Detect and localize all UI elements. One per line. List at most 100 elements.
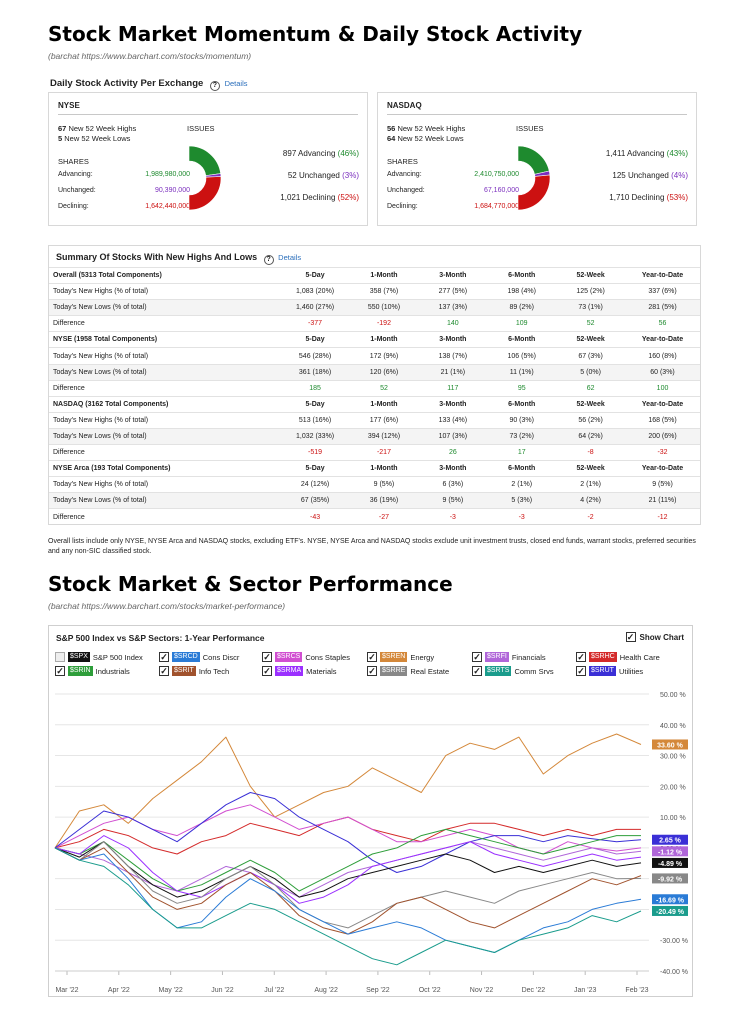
column-header: 1-Month [349, 331, 419, 348]
column-header: 3-Month [418, 460, 488, 477]
table-cell: 106 (5%) [487, 347, 557, 365]
legend-item-srma[interactable]: ✓ $SRMA Materials [262, 666, 337, 676]
table-cell: 120 (6%) [349, 363, 419, 381]
summary-group-header: NASDAQ (3162 Total Components) 5-Day 1-Mon… [49, 395, 700, 413]
end-value-tag-bg [652, 857, 688, 868]
table-cell: 138 (7%) [418, 347, 488, 365]
legend-item-srcd[interactable]: ✓ $SRCD Cons Discr [159, 652, 239, 662]
series-line-srma [54, 835, 642, 904]
legend-checkbox[interactable]: ✓ [55, 652, 65, 662]
table-cell: 546 (28%) [280, 347, 350, 365]
legend-name: Info Tech [198, 666, 230, 676]
legend-checkbox[interactable]: ✓ [472, 666, 482, 676]
x-tick-label: Aug '22 [314, 987, 338, 994]
end-value-tag: 33.60 % [652, 739, 688, 750]
table-cell: 24 (12%) [280, 476, 350, 493]
details-link[interactable]: Details [224, 79, 248, 88]
show-chart-checkbox[interactable]: ✓ [625, 632, 636, 642]
legend-symbol: $SRCS [275, 652, 303, 662]
legend-item-srhc[interactable]: ✓ $SRHC Health Care [576, 652, 660, 662]
unchanged-shares-value: 90,390,000 [154, 187, 190, 194]
table-cell: 26 [418, 444, 488, 461]
line-chart: 50.00 %40.00 %30.00 %20.00 %10.00 %0.00 … [54, 692, 688, 994]
legend-checkbox[interactable]: ✓ [576, 666, 586, 676]
legend-checkbox[interactable]: ✓ [55, 666, 65, 676]
series-line-spx [54, 841, 642, 898]
end-value-tag-bg [652, 905, 688, 916]
table-cell: -8 [556, 444, 626, 461]
row-label: Today's New Highs (% of total) [49, 411, 281, 429]
details-link[interactable]: Details [278, 253, 302, 262]
legend-item-srre[interactable]: ✓ $SRRE Real Estate [367, 666, 449, 676]
group-name: NYSE (1958 Total Components) [49, 331, 281, 348]
legend-item-srin[interactable]: ✓ $SRIN Industrials [55, 666, 130, 676]
table-cell: 172 (9%) [349, 347, 419, 365]
end-value-label: 33.60 % [657, 742, 683, 749]
issues-label: ISSUES [187, 124, 215, 133]
table-cell: -27 [349, 508, 419, 525]
table-cell: -192 [349, 315, 419, 332]
x-tick-label: Nov '22 [470, 987, 494, 994]
end-value-tag-bg [652, 739, 688, 750]
table-cell: 177 (6%) [349, 411, 419, 429]
table-cell: 36 (19%) [349, 492, 419, 509]
source-note-momentum: (barchat https://www.barchart.com/stocks… [48, 51, 252, 61]
legend-checkbox[interactable]: ✓ [159, 666, 169, 676]
table-cell: 21 (11%) [625, 492, 700, 509]
help-icon[interactable]: ? [209, 81, 220, 91]
summary-title-text: Summary Of Stocks With New Highs And Low… [56, 252, 258, 262]
issues-unchanged-pct: (4%) [671, 171, 688, 180]
column-header: 5-Day [280, 460, 350, 477]
end-value-tag: -16.69 % [652, 894, 688, 905]
legend-checkbox[interactable]: ✓ [367, 652, 377, 662]
series-line-srin [54, 828, 641, 892]
unchanged-shares-label: Unchanged: [387, 187, 425, 194]
legend-item-srfi[interactable]: ✓ $SRFI Financials [472, 652, 546, 662]
new-highs: 67 New 52 Week Highs [58, 124, 136, 133]
y-tick-label: 10.00 % [660, 815, 686, 822]
table-cell: 9 (5%) [349, 476, 419, 493]
row-label: Difference [49, 508, 281, 525]
y-tick-label: 20.00 % [660, 784, 686, 791]
legend-item-srts[interactable]: ✓ $SRTS Comm Srvs [472, 666, 554, 676]
column-header: 1-Month [349, 460, 419, 477]
table-cell: 6 (3%) [418, 476, 488, 493]
legend-item-srcs[interactable]: ✓ $SRCS Cons Staples [262, 652, 350, 662]
legend-checkbox[interactable]: ✓ [262, 652, 272, 662]
table-cell: 107 (3%) [418, 427, 488, 445]
column-header: 3-Month [418, 266, 488, 284]
table-cell: 56 [625, 315, 700, 332]
summary-table: Overall (5313 Total Components) 5-Day 1-Mo… [49, 266, 700, 525]
issues-unchanged-count: 52 Unchanged [287, 171, 340, 180]
new-lows-text: New 52 Week Lows [397, 134, 464, 143]
table-cell: 137 (3%) [418, 299, 488, 316]
legend-checkbox[interactable]: ✓ [262, 666, 272, 676]
table-row: Today's New Highs (% of total) 513 (16%) 1… [49, 411, 700, 429]
legend-checkbox[interactable]: ✓ [367, 666, 377, 676]
show-chart-toggle[interactable]: ✓ Show Chart [625, 632, 684, 642]
x-tick-label: May '22 [158, 987, 182, 994]
table-cell: 358 (7%) [349, 283, 419, 300]
legend-item-sren[interactable]: ✓ $SREN Energy [367, 652, 434, 662]
advancing-shares-label: Advancing: [387, 171, 422, 178]
table-cell: 117 [418, 379, 488, 397]
row-label: Today's New Highs (% of total) [49, 347, 281, 365]
end-value-tag: -4.89 % [652, 857, 688, 868]
table-cell: 1,083 (20%) [280, 283, 350, 300]
legend-item-srut[interactable]: ✓ $SRUT Utilities [576, 666, 643, 676]
legend-checkbox[interactable]: ✓ [159, 652, 169, 662]
new-lows: 5 New 52 Week Lows [58, 134, 130, 143]
legend-name: Health Care [619, 652, 660, 662]
series-line-srut [54, 792, 642, 873]
table-cell: 89 (2%) [487, 299, 557, 316]
table-cell: -43 [280, 508, 350, 525]
exchange-name: NASDAQ [387, 101, 422, 110]
help-icon[interactable]: ? [263, 255, 274, 265]
summary-footnote: Overall lists include only NYSE, NYSE Ar… [48, 538, 696, 555]
legend-checkbox[interactable]: ✓ [472, 652, 482, 662]
advancing-shares-value: 2,410,750,000 [474, 171, 519, 178]
legend-checkbox[interactable]: ✓ [576, 652, 586, 662]
legend-item-srit[interactable]: ✓ $SRIT Info Tech [159, 666, 229, 676]
table-cell: -519 [280, 444, 350, 461]
